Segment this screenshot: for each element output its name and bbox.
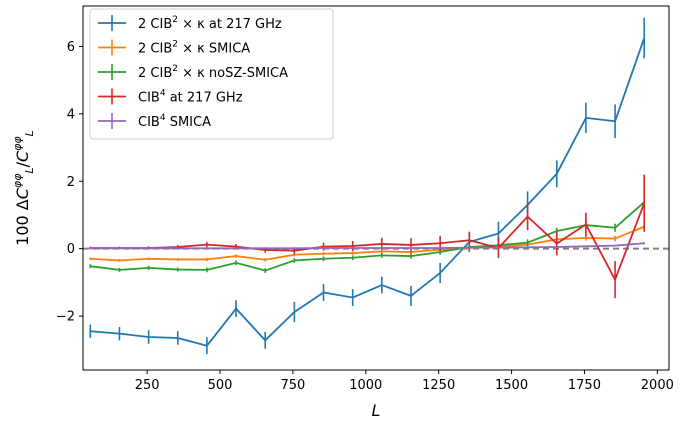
series-4 [89, 242, 646, 250]
legend-label: 2 CIB2 × κ SMICA [138, 40, 250, 57]
y-axis-label: 100 ΔCφφL/CφφL [11, 130, 36, 246]
legend-box [89, 8, 334, 140]
series-3 [89, 174, 646, 299]
x-tick-label: 1500 [495, 378, 528, 393]
series-2 [89, 197, 646, 273]
y-tick-label: 6 [67, 40, 75, 55]
legend-item: 2 CIB2 × κ noSZ-SMICA [98, 64, 288, 81]
legend-item: 2 CIB2 × κ SMICA [98, 39, 250, 57]
x-tick-label: 750 [280, 378, 305, 393]
legend-label: CIB4 SMICA [138, 113, 211, 130]
y-tick-label: −2 [56, 310, 75, 325]
legend-item: CIB4 SMICA [98, 113, 211, 130]
series-line [90, 225, 645, 262]
y-tick-label: 2 [67, 175, 75, 190]
x-tick-label: 1250 [422, 378, 455, 393]
series-line [90, 37, 646, 347]
x-tick-label: 500 [208, 378, 233, 393]
legend-label: 2 CIB2 × κ at 217 GHz [138, 15, 282, 32]
legend-item: CIB4 at 217 GHz [98, 88, 243, 106]
series-line [90, 202, 646, 281]
series-layer [89, 17, 646, 355]
series-line [90, 242, 645, 250]
x-axis-label: L [372, 401, 381, 420]
y-axis-label-text: 100 ΔCφφL/CφφL [11, 130, 36, 246]
legend-label: CIB4 at 217 GHz [138, 89, 243, 106]
x-tick-label: 250 [135, 378, 160, 393]
legend: 2 CIB2 × κ at 217 GHz 2 CIB2 × κ SMICA 2 C… [89, 8, 334, 140]
x-tick-label: 2000 [641, 378, 674, 393]
series-line [90, 201, 645, 272]
x-tick-label: 1750 [568, 378, 601, 393]
x-tick-label: 1000 [349, 378, 382, 393]
legend-label: 2 CIB2 × κ noSZ-SMICA [138, 64, 288, 81]
ticks-layer: 250 500 750 1000 1250 1500 1750 2000 −2 0 2 4 6 [56, 40, 674, 393]
plot-frame [82, 5, 670, 371]
legend-item: 2 CIB2 × κ at 217 GHz [98, 15, 282, 32]
y-tick-label: 0 [67, 242, 75, 257]
y-tick-label: 4 [67, 107, 75, 122]
